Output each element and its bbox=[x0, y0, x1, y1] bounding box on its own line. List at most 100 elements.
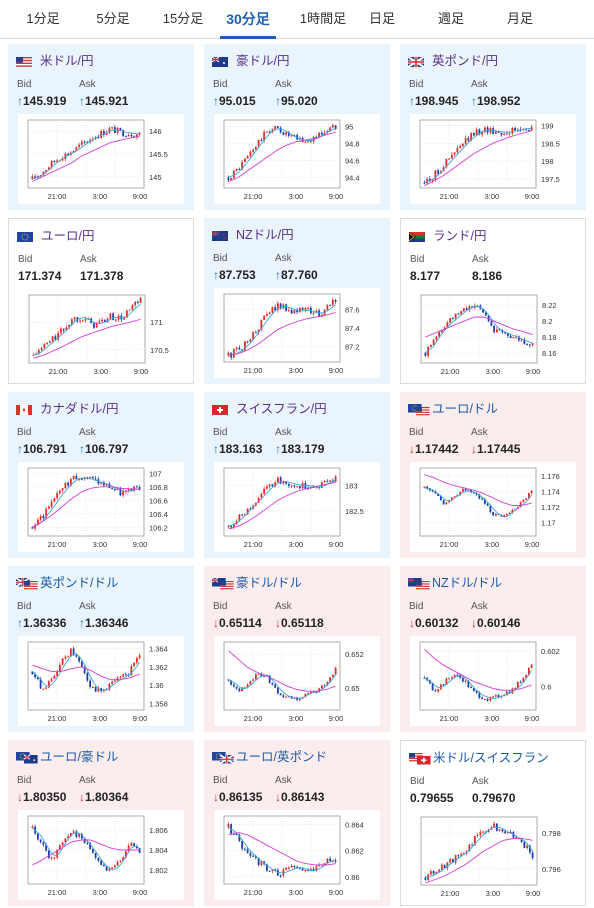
candle-body bbox=[113, 865, 116, 868]
price-chart[interactable]: 146 145.5 145 21:00 3:00 9:00 bbox=[18, 114, 184, 204]
candle-body bbox=[249, 508, 252, 510]
pair-title[interactable]: ランド/円 bbox=[408, 225, 486, 243]
candle-body bbox=[61, 159, 64, 161]
pair-title[interactable]: スイスフラン/円 bbox=[212, 398, 327, 416]
candle-body bbox=[116, 861, 119, 866]
candle-body bbox=[287, 132, 290, 136]
x-tick-label: 3:00 bbox=[289, 540, 304, 549]
candle-body bbox=[243, 848, 246, 850]
rate-card[interactable]: 米ドル/スイスフラン Bid Ask 0.79655 0.79670 0.798 0.796… bbox=[400, 740, 586, 906]
pair-title[interactable]: 米ドル/スイスフラン bbox=[409, 747, 549, 765]
price-chart[interactable]: 1.364 1.362 1.36 1.358 21:00 3:00 9:00 bbox=[18, 636, 184, 726]
rate-card[interactable]: カナダドル/円 Bid Ask ↑106.791 ↑106.797 107 106.8 106… bbox=[8, 392, 194, 558]
price-chart[interactable]: 107 106.8 106.6 106.4 106.2 21:00 3:00 9:00 bbox=[18, 462, 184, 552]
price-chart[interactable]: 8.22 8.2 8.18 8.16 21:00 3:00 9:00 bbox=[411, 289, 577, 379]
arrow-icon: ↓ bbox=[213, 616, 219, 630]
price-chart[interactable]: 183 182.5 21:00 3:00 9:00 bbox=[214, 462, 380, 552]
price-chart[interactable]: 87.6 87.4 87.2 21:00 3:00 9:00 bbox=[214, 288, 380, 378]
price-chart[interactable]: 0.602 0.6 21:00 3:00 9:00 bbox=[410, 636, 576, 726]
candle-body bbox=[64, 482, 67, 489]
candle-body bbox=[307, 488, 310, 490]
tab-3[interactable]: 30分足 bbox=[220, 0, 276, 39]
pair-title[interactable]: ユーロ/円 bbox=[17, 225, 94, 243]
candle-body bbox=[128, 309, 131, 311]
rate-card[interactable]: NZドル/円 Bid Ask ↑87.753 ↑87.760 87.6 87.4 87.2 21… bbox=[204, 218, 390, 384]
candle-body bbox=[475, 129, 478, 136]
price-chart[interactable]: 171 170.5 21:00 3:00 9:00 bbox=[19, 289, 185, 379]
price-chart[interactable]: 0.652 0.65 21:00 3:00 9:00 bbox=[214, 636, 380, 726]
candle-body bbox=[271, 307, 274, 313]
candle-body bbox=[59, 328, 62, 334]
candle-body bbox=[334, 299, 337, 302]
rate-card[interactable]: ユーロ/円 Bid Ask 171.374 171.378 171 170.5 21:00 3:… bbox=[8, 218, 194, 384]
candle-body bbox=[287, 696, 290, 698]
price-chart[interactable]: 0.798 0.796 21:00 3:00 9:00 bbox=[411, 811, 577, 901]
candle-body bbox=[69, 478, 72, 486]
pair-title[interactable]: 英ポンド/円 bbox=[407, 50, 498, 68]
candle-body bbox=[331, 299, 334, 306]
candle-body bbox=[31, 527, 34, 529]
rate-card[interactable]: ユーロ/豪ドル Bid Ask ↓1.80350 ↓1.80364 1.806 1.804 1… bbox=[8, 740, 194, 906]
rate-card[interactable]: 英ポンド/ドル Bid Ask ↑1.36336 ↑1.36346 1.364 1.362 1… bbox=[8, 566, 194, 732]
rate-card[interactable]: ランド/円 Bid Ask 8.177 8.186 8.22 8.2 8.18 8.16 21:0… bbox=[400, 218, 586, 384]
pair-title[interactable]: ユーロ/英ポンド bbox=[212, 746, 327, 764]
candle-body bbox=[47, 167, 50, 171]
candle-body bbox=[530, 664, 533, 668]
rate-card[interactable]: 英ポンド/円 Bid Ask ↑198.945 ↑198.952 199 198.5 198 1… bbox=[400, 44, 586, 210]
tab-5[interactable]: 日足 bbox=[368, 11, 395, 26]
plot-frame bbox=[419, 467, 537, 537]
candle-body bbox=[454, 855, 457, 863]
pair-title[interactable]: 米ドル/円 bbox=[16, 50, 93, 68]
candle-body bbox=[276, 303, 279, 311]
pair-title[interactable]: ユーロ/ドル bbox=[408, 398, 498, 416]
candle-body bbox=[254, 674, 257, 680]
rate-card[interactable]: ユーロ/英ポンド Bid Ask ↓0.86135 ↓0.86143 0.864 0.862… bbox=[204, 740, 390, 906]
candle-body bbox=[230, 526, 233, 528]
candle-body bbox=[478, 494, 481, 499]
ask-price: ↑106.797 bbox=[79, 442, 129, 456]
candle-body bbox=[435, 871, 438, 874]
tab-1[interactable]: 5分足 bbox=[96, 11, 130, 26]
candle-body bbox=[475, 690, 478, 693]
price-chart[interactable]: 1.176 1.174 1.172 1.17 21:00 3:00 9:00 bbox=[410, 462, 576, 552]
tab-6[interactable]: 週足 bbox=[437, 11, 464, 26]
ask-label: Ask bbox=[471, 427, 488, 438]
arrow-icon: ↑ bbox=[79, 94, 85, 108]
candle-body bbox=[293, 485, 296, 487]
price-chart[interactable]: 199 198.5 198 197.5 21:00 3:00 9:00 bbox=[410, 114, 576, 204]
candle-body bbox=[124, 851, 127, 858]
rate-card[interactable]: 豪ドル/円 Bid Ask ↑95.015 ↑95.020 95 94.8 94.6 94.4 2… bbox=[204, 44, 390, 210]
tab-0[interactable]: 1分足 bbox=[26, 11, 60, 26]
tab-7[interactable]: 月足 bbox=[506, 11, 533, 26]
price-chart[interactable]: 0.864 0.862 0.86 21:00 3:00 9:00 bbox=[214, 810, 380, 900]
candle-body bbox=[312, 312, 315, 314]
pair-title[interactable]: 豪ドル/円 bbox=[211, 50, 289, 68]
ma-short-line bbox=[425, 306, 533, 354]
rate-card[interactable]: スイスフラン/円 Bid Ask ↑183.163 ↑183.179 183 182.5 21… bbox=[204, 392, 390, 558]
chart-svg: 8.22 8.2 8.18 8.16 21:00 3:00 9:00 bbox=[420, 294, 557, 376]
pair-title[interactable]: ユーロ/豪ドル bbox=[16, 746, 118, 764]
tab-2[interactable]: 15分足 bbox=[162, 11, 204, 26]
pair-title[interactable]: カナダドル/円 bbox=[16, 398, 118, 416]
rate-card[interactable]: 米ドル/円 Bid Ask ↑145.919 ↑145.921 146 145.5 145 21… bbox=[8, 44, 194, 210]
candle-body bbox=[312, 868, 315, 871]
pair-title[interactable]: 豪ドル/ドル bbox=[211, 572, 302, 590]
candle-body bbox=[312, 486, 315, 488]
candle-body bbox=[495, 329, 498, 333]
x-tick-label: 21:00 bbox=[48, 888, 67, 897]
x-tick-label: 21:00 bbox=[48, 714, 67, 723]
flag-icon bbox=[211, 577, 234, 590]
candle-body bbox=[476, 305, 479, 307]
pair-title[interactable]: 英ポンド/ドル bbox=[15, 572, 118, 590]
chart-svg: 87.6 87.4 87.2 21:00 3:00 9:00 bbox=[223, 293, 360, 375]
price-chart[interactable]: 95 94.8 94.6 94.4 21:00 3:00 9:00 bbox=[214, 114, 380, 204]
rate-card[interactable]: 豪ドル/ドル Bid Ask ↓0.65114 ↓0.65118 0.652 0.65 21:… bbox=[204, 566, 390, 732]
candle-body bbox=[83, 667, 86, 674]
pair-title[interactable]: NZドル/ドル bbox=[408, 572, 502, 590]
rate-card[interactable]: NZドル/ドル Bid Ask ↓0.60132 ↓0.60146 0.602 0.6 21:… bbox=[400, 566, 586, 732]
tab-4[interactable]: 1時間足 bbox=[299, 11, 347, 26]
pair-title[interactable]: NZドル/円 bbox=[212, 224, 294, 242]
ma-long-line bbox=[32, 839, 140, 866]
price-chart[interactable]: 1.806 1.804 1.802 21:00 3:00 9:00 bbox=[18, 810, 184, 900]
rate-card[interactable]: ユーロ/ドル Bid Ask ↓1.17442 ↓1.17445 1.176 1.174 1.… bbox=[400, 392, 586, 558]
